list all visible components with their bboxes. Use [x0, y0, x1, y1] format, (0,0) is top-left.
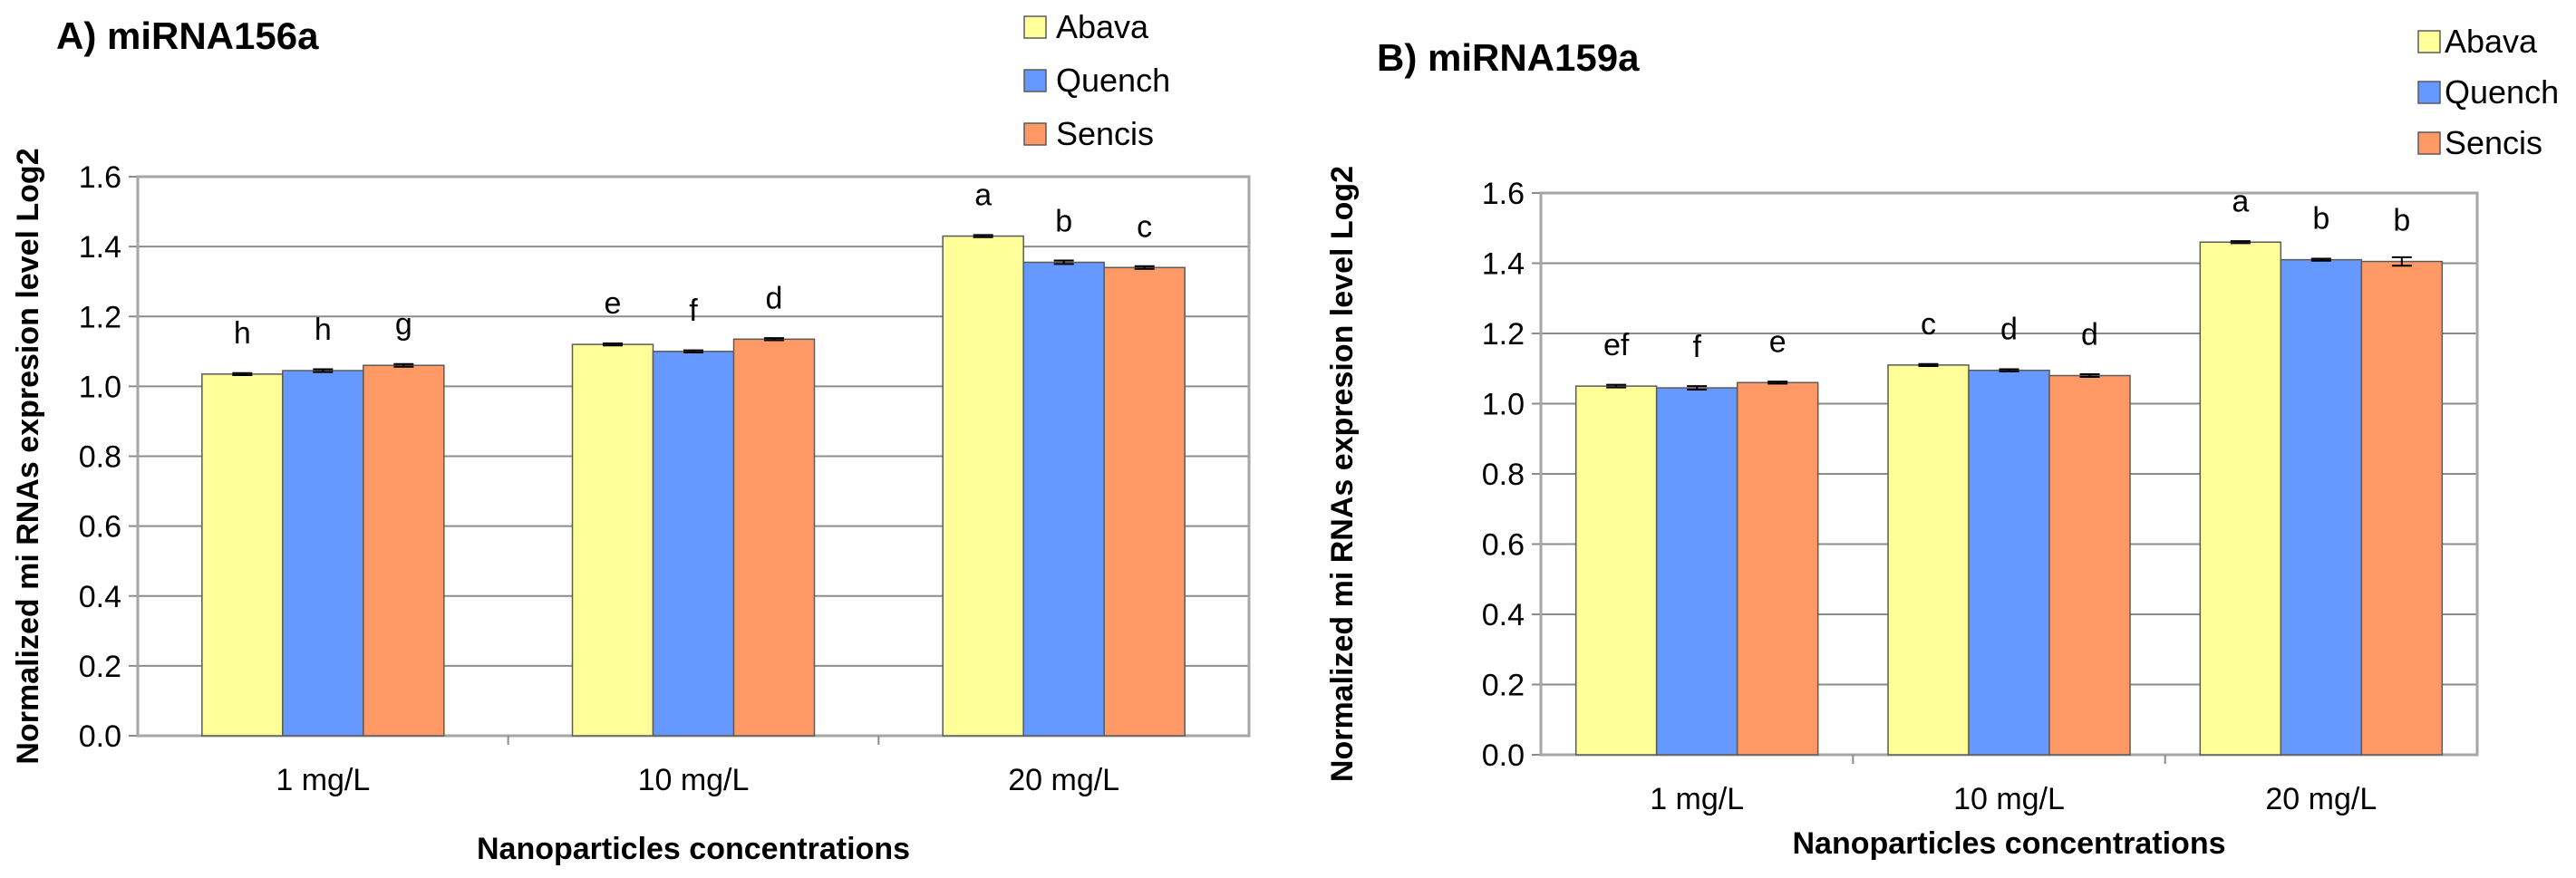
y-axis-title: Normalized mi RNAs expresion level Log2 [11, 148, 45, 764]
y-tick-label: 0.6 [79, 510, 121, 545]
legend-label-abava: Abava [1056, 8, 1149, 45]
y-tick-label: 0.6 [1482, 528, 1525, 563]
y-tick-label: 1.2 [1482, 317, 1525, 352]
bar-abava [1887, 364, 1970, 756]
y-tick-label: 1.0 [1482, 388, 1525, 422]
significance-letter: d [2081, 318, 2098, 352]
y-axis-title: Normalized mi RNAs expresion level Log2 [1325, 166, 1360, 782]
significance-letter: ef [1603, 328, 1630, 362]
y-tick-label: 0.4 [1482, 598, 1525, 632]
significance-letter: b [2393, 204, 2410, 238]
x-category-label: 1 mg/L [1650, 782, 1744, 816]
legend-label-quench: Quench [1056, 62, 1170, 99]
y-tick-label: 1.6 [1482, 177, 1525, 211]
significance-letter: d [766, 281, 783, 315]
legend: Abava Quench Sencis [2417, 23, 2559, 161]
legend-swatch-sencis [2417, 131, 2441, 155]
bar-sencis [732, 338, 816, 737]
significance-letter: e [1769, 324, 1787, 359]
significance-letter: b [1055, 204, 1072, 238]
bar-abava [201, 373, 284, 737]
bar-abava [942, 235, 1024, 737]
chart-panel-b: B) miRNA159a 0.0 0.2 0.4 0.6 0.8 1.0 1.2 1.4 1.6 1… [1325, 23, 2559, 861]
bar-sencis [2360, 260, 2444, 756]
legend-swatch-quench [1023, 69, 1047, 92]
bar-quench [652, 351, 735, 737]
y-tick-label: 0.2 [1482, 669, 1525, 703]
bar-abava [571, 343, 654, 737]
chart-title: A) miRNA156a [56, 14, 319, 57]
significance-letter: a [974, 178, 992, 213]
y-tick-label: 1.0 [79, 370, 121, 404]
legend-swatch-sencis [1023, 122, 1047, 146]
chart-title: B) miRNA159a [1377, 36, 1640, 79]
significance-letter: f [1692, 330, 1701, 364]
x-category-label: 20 mg/L [1008, 763, 1119, 797]
bar-quench [2280, 258, 2363, 756]
bar-sencis [363, 364, 445, 737]
x-axis-title: Nanoparticles concentrations [477, 832, 910, 866]
significance-letter: a [2232, 184, 2249, 218]
bar-quench [1022, 261, 1105, 737]
bar-abava [2199, 241, 2282, 756]
y-tick-label: 0.8 [79, 440, 121, 475]
y-tick-label: 0.4 [79, 580, 121, 614]
bar-sencis [1103, 266, 1186, 737]
bar-quench [1968, 369, 2050, 756]
legend: Abava Quench Sencis [1023, 8, 1170, 152]
significance-letter: h [315, 313, 332, 347]
x-category-label: 10 mg/L [638, 763, 750, 797]
bar-sencis [2048, 374, 2131, 756]
x-axis-title: Nanoparticles concentrations [1792, 826, 2225, 861]
significance-letter: e [605, 286, 622, 321]
y-tick-label: 0.0 [79, 719, 121, 754]
significance-letter: f [689, 294, 698, 328]
legend-label-quench: Quench [2445, 73, 2559, 111]
legend-label-abava: Abava [2445, 23, 2538, 60]
legend-swatch-quench [2417, 81, 2441, 104]
significance-letter: c [1921, 307, 1936, 342]
x-category-label: 10 mg/L [1953, 782, 2065, 816]
chart-panel-a: A) miRNA156a 0.0 0.2 0.4 0.6 0.8 1.0 1.2 1.4 1.6 1… [11, 8, 1251, 866]
significance-letter: b [2312, 202, 2329, 236]
significance-letter: d [2000, 313, 2018, 347]
significance-letter: g [395, 307, 412, 342]
y-tick-label: 0.8 [1482, 458, 1525, 492]
legend-label-sencis: Sencis [2445, 124, 2542, 161]
x-category-label: 20 mg/L [2265, 782, 2377, 816]
y-tick-label: 1.4 [79, 230, 121, 265]
y-tick-label: 0.0 [1482, 738, 1525, 773]
y-tick-label: 1.4 [1482, 247, 1525, 282]
bar-sencis [1736, 381, 1819, 756]
legend-swatch-abava [1023, 15, 1047, 39]
legend-label-sencis: Sencis [1056, 115, 1154, 152]
significance-letter: c [1137, 209, 1152, 244]
y-tick-label: 0.2 [79, 650, 121, 684]
x-category-label: 1 mg/L [276, 763, 370, 797]
bar-quench [282, 370, 364, 737]
y-tick-label: 1.2 [79, 300, 121, 334]
legend-swatch-abava [2417, 30, 2441, 53]
bar-quench [1655, 387, 1738, 756]
bar-abava [1574, 385, 1658, 756]
y-tick-label: 1.6 [79, 160, 121, 195]
significance-letter: h [234, 316, 251, 351]
